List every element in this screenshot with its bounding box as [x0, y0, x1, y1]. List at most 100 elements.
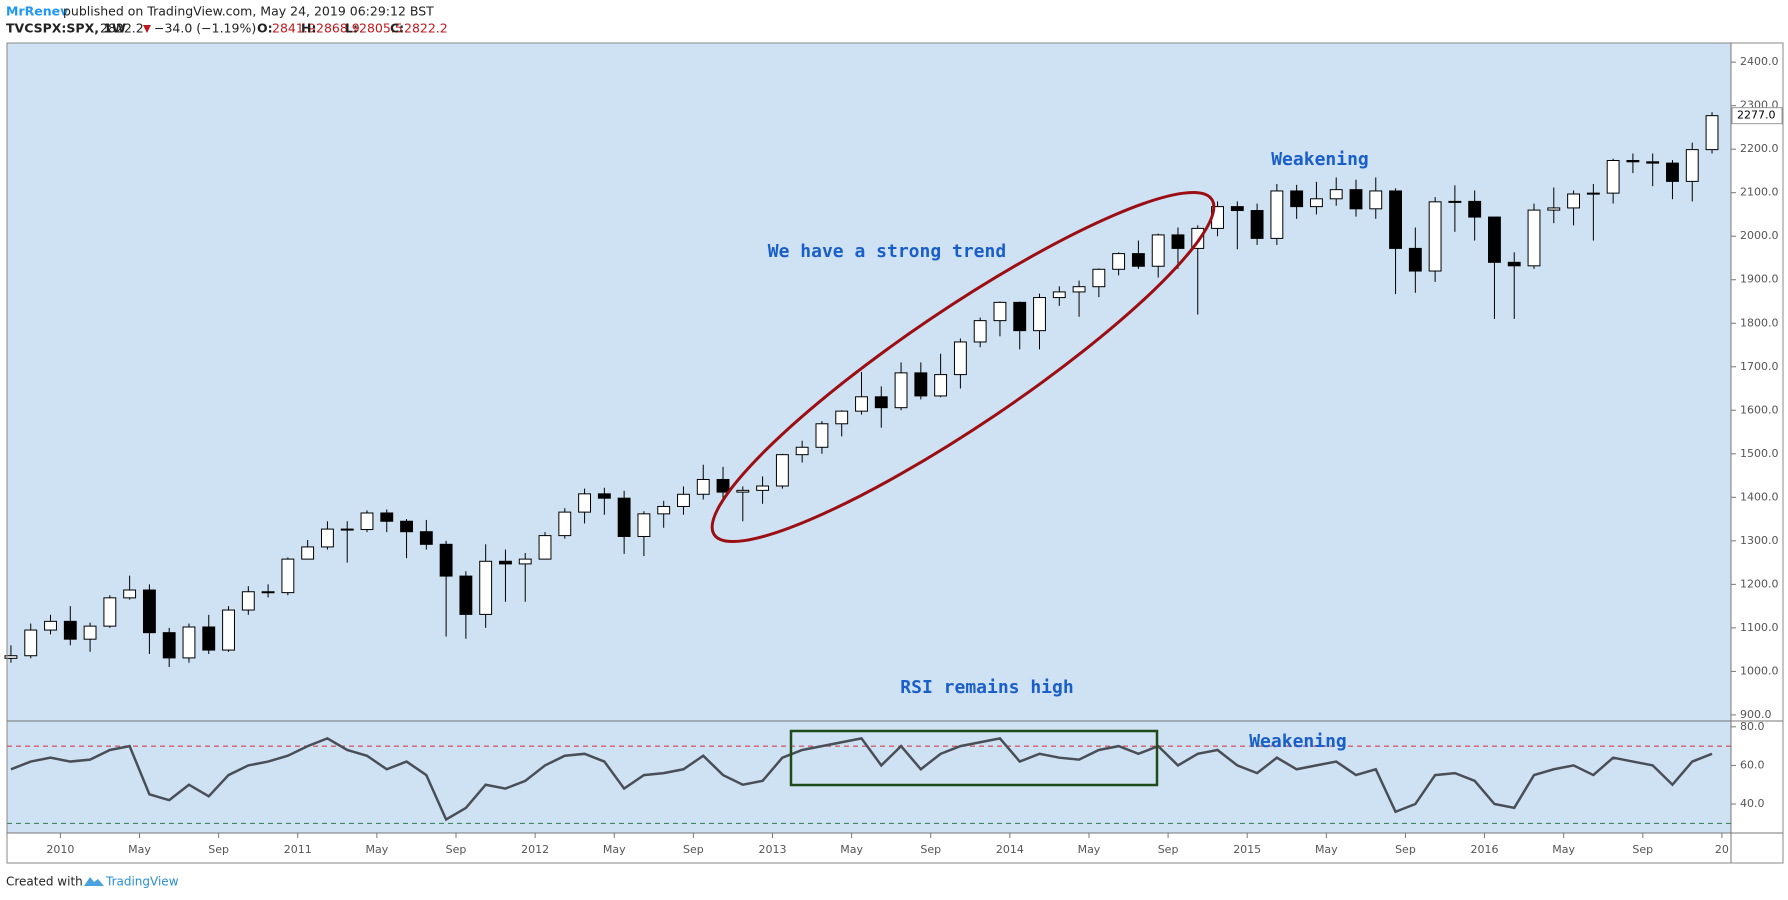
- y-tick-label: 2200.0: [1740, 142, 1779, 155]
- candle-body: [182, 626, 196, 659]
- y-tick-label: 2100.0: [1740, 186, 1779, 199]
- x-tick-label: 2012: [521, 843, 549, 856]
- y-tick-label: 1600.0: [1740, 403, 1779, 416]
- candle-body: [1547, 207, 1561, 211]
- candle-body: [83, 625, 97, 640]
- candle-body: [380, 512, 394, 522]
- candle-body: [696, 478, 710, 495]
- candle-body: [1685, 149, 1699, 182]
- change: −34.0 (−1.19%): [154, 21, 256, 36]
- candle-body: [261, 591, 275, 594]
- candle-body: [1646, 161, 1660, 164]
- trend-ellipse: [710, 190, 1216, 544]
- x-tick-label: May: [128, 843, 151, 856]
- candle-body: [1191, 227, 1205, 249]
- candle-body: [1131, 253, 1145, 267]
- last-price-label: 2277.0: [1737, 109, 1776, 122]
- candle-body: [103, 597, 117, 627]
- candle-body: [1033, 297, 1046, 332]
- candle-body: [518, 558, 532, 565]
- candle-body: [1567, 193, 1581, 209]
- x-tick-label: Sep: [446, 843, 467, 856]
- y-tick-label: 80.0: [1740, 720, 1765, 733]
- candle-body: [1626, 159, 1640, 163]
- candle-body: [1072, 286, 1086, 293]
- candle-body: [1092, 268, 1106, 288]
- y-tick-label: 1300.0: [1740, 534, 1779, 547]
- candle-body: [637, 513, 651, 537]
- y-tick-label: 900.0: [1740, 708, 1772, 721]
- candle-body: [1428, 201, 1442, 272]
- candle-body: [617, 497, 631, 537]
- last-price-tag: [1731, 107, 1783, 125]
- candle-body: [657, 505, 671, 515]
- candle-body: [1408, 247, 1422, 272]
- y-tick-label: 40.0: [1740, 797, 1765, 810]
- x-tick-label: 20: [1715, 843, 1729, 856]
- x-tick-label: 2016: [1471, 843, 1499, 856]
- candle-body: [716, 478, 730, 493]
- candle-body: [142, 589, 156, 634]
- candle-body: [874, 396, 888, 409]
- x-tick-label: May: [1552, 843, 1575, 856]
- x-tick-label: May: [1315, 843, 1338, 856]
- x-tick-label: May: [366, 843, 389, 856]
- candle-body: [1389, 190, 1402, 249]
- ohlc-value: 2868.9: [316, 21, 360, 36]
- candle-body: [63, 620, 77, 640]
- candle-body: [123, 589, 137, 599]
- y-tick-label: 1200.0: [1740, 577, 1779, 590]
- ohlc-value: 2841.9: [272, 21, 316, 36]
- annotation: We have a strong trend: [768, 241, 1006, 262]
- annotation: RSI remains high: [900, 677, 1073, 698]
- x-tick-label: Sep: [208, 843, 229, 856]
- candle-body: [1468, 200, 1482, 218]
- logo: [84, 877, 104, 886]
- candle-body: [360, 512, 374, 531]
- candle-body: [1527, 209, 1541, 267]
- candle-body: [1151, 234, 1165, 267]
- x-tick-label: 2015: [1233, 843, 1261, 856]
- candle-body: [320, 528, 334, 548]
- down-arrow: [143, 25, 151, 33]
- candle-body: [1705, 115, 1719, 151]
- footer-created: Created with: [6, 875, 83, 889]
- candle-body: [340, 528, 354, 531]
- candle-body: [439, 543, 453, 577]
- candle-body: [459, 575, 473, 615]
- x-tick-label: Sep: [1158, 843, 1179, 856]
- candle-body: [1013, 301, 1027, 332]
- x-tick-label: May: [603, 843, 626, 856]
- x-tick-label: May: [1078, 843, 1101, 856]
- candle-body: [914, 372, 928, 397]
- candle-body: [1309, 198, 1323, 208]
- candle-body: [1369, 190, 1383, 210]
- candle-body: [400, 520, 413, 533]
- candle-body: [24, 629, 38, 657]
- candle-body: [934, 374, 948, 397]
- annotation: Weakening: [1271, 149, 1369, 170]
- y-tick-label: 2400.0: [1740, 55, 1779, 68]
- author[interactable]: MrRenev: [6, 4, 68, 19]
- rsi-box: [789, 729, 1159, 787]
- candle-body: [281, 558, 295, 594]
- candle-body: [578, 493, 592, 513]
- ohlc-name: H:: [301, 21, 316, 36]
- candle-body: [677, 493, 690, 507]
- candle-body: [756, 485, 770, 491]
- candle-body: [855, 396, 868, 412]
- symbol: TVCSPX:SPX, 1W: [6, 21, 126, 36]
- plot: 900.0 1000.0 1100.0 1200.0 1300.0 1400.0 1500.…: [4, 43, 1783, 856]
- ohlc-name: O:: [257, 21, 273, 36]
- published: published on TradingView.com, May 24, 20…: [63, 4, 434, 19]
- annotation: Weakening: [1249, 731, 1347, 752]
- x-tick-label: Sep: [920, 843, 941, 856]
- candle-body: [558, 511, 572, 537]
- candle-body: [1448, 200, 1462, 203]
- footer-brand[interactable]: TradingView: [105, 875, 179, 889]
- candle-body: [736, 489, 750, 493]
- y-tick-label: 1500.0: [1740, 447, 1779, 460]
- y-tick-label: 60.0: [1740, 758, 1765, 771]
- candle-body: [1171, 234, 1185, 249]
